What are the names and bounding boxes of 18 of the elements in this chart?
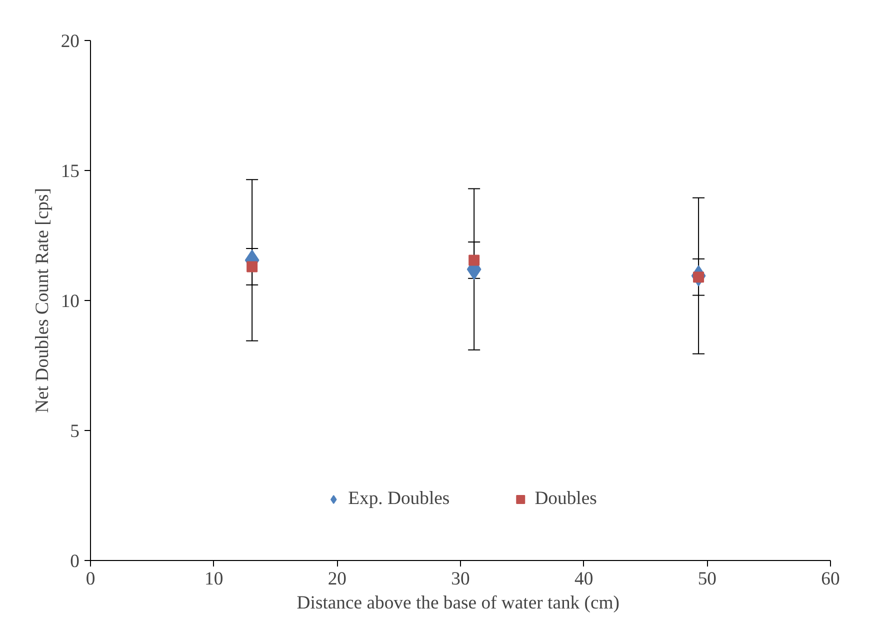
point	[468, 254, 480, 266]
legend-label: Exp. Doubles	[348, 488, 450, 510]
legend-label: Doubles	[534, 488, 597, 510]
x-tick-label: 60	[821, 568, 840, 590]
x-tick-label: 10	[204, 568, 224, 590]
point	[246, 261, 258, 272]
x-tick-label: 40	[574, 568, 594, 590]
x-tick-label: 0	[86, 568, 96, 590]
y-tick-label: 0	[70, 551, 80, 572]
y-tick-label: 5	[70, 421, 80, 442]
x-tick-label: 50	[698, 568, 716, 590]
y-tick-label: 15	[60, 161, 80, 182]
x-axis-title: Distance above the base of water tank (cm)	[296, 592, 620, 614]
x-tick-label: 20	[328, 568, 346, 590]
y-axis-title: Net Doubles Count Rate [cps]	[32, 188, 53, 413]
y-tick-label: 10	[60, 291, 80, 312]
y-tick-label: 20	[60, 31, 80, 52]
x-tick-label: 30	[451, 568, 470, 590]
